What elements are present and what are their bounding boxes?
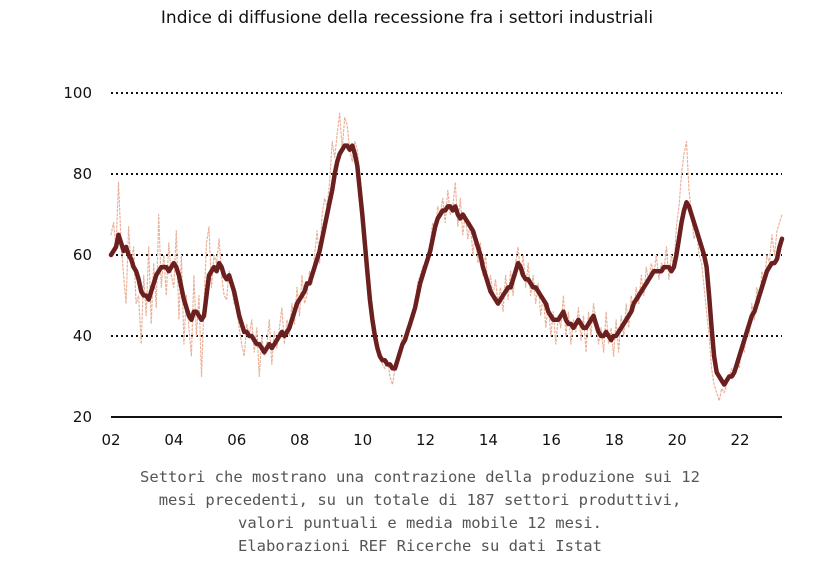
series-line-raw (110, 112, 783, 402)
y-tick-label: 20 (73, 408, 92, 426)
x-tick-label: 14 (479, 431, 498, 449)
x-tick-label: 20 (668, 431, 687, 449)
x-tick-label: 08 (290, 431, 309, 449)
x-tick-label: 18 (605, 431, 624, 449)
series-line-moving-average (108, 143, 785, 387)
y-tick-label: 60 (73, 246, 92, 264)
line-chart: 20 40 60 80 100 02 04 06 08 10 12 14 16 18 20 22 (63, 84, 785, 449)
x-tick-label: 22 (731, 431, 750, 449)
caption-line: Settori che mostrano una contrazione del… (140, 468, 700, 486)
x-tick-label: 12 (416, 431, 435, 449)
caption-line: valori puntuali e media mobile 12 mesi. (238, 514, 602, 532)
x-tick-label: 02 (101, 431, 120, 449)
x-tick-label: 04 (164, 431, 183, 449)
series-group (108, 112, 785, 402)
y-tick-label: 40 (73, 327, 92, 345)
x-tick-label: 16 (542, 431, 561, 449)
x-axis-labels: 02 04 06 08 10 12 14 16 18 20 22 (101, 431, 749, 449)
caption-line: Elaborazioni REF Ricerche su dati Istat (238, 537, 602, 555)
y-tick-label: 80 (73, 165, 92, 183)
x-tick-label: 10 (353, 431, 372, 449)
chart-title: Indice di diffusione della recessione fr… (160, 8, 654, 28)
y-tick-label: 100 (63, 84, 92, 102)
chart-caption: Settori che mostrano una contrazione del… (60, 466, 780, 558)
gridlines (111, 92, 782, 418)
y-axis-labels: 20 40 60 80 100 (63, 84, 92, 426)
x-tick-label: 06 (227, 431, 246, 449)
caption-line: mesi precedenti, su un totale di 187 set… (158, 491, 682, 509)
